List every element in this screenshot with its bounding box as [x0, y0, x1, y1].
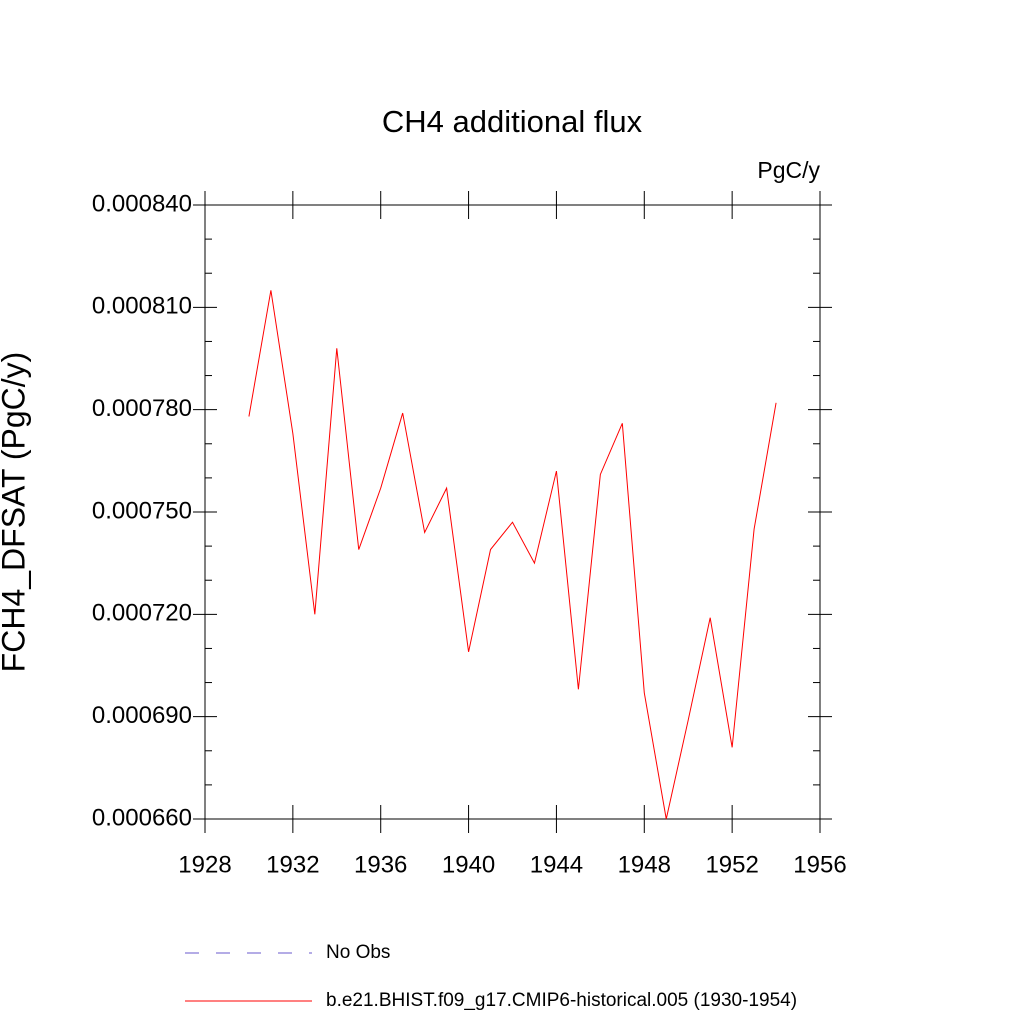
y-tick-label: 0.000660	[92, 804, 192, 831]
chart-title: CH4 additional flux	[382, 104, 643, 139]
x-tick-label: 1952	[705, 851, 758, 878]
y-tick-label: 0.000840	[92, 190, 192, 217]
data-line	[248, 290, 777, 820]
legend-label: b.e21.BHIST.f09_g17.CMIP6-historical.005…	[326, 990, 797, 1011]
x-tick-label: 1948	[618, 851, 671, 878]
units-label: PgC/y	[757, 157, 820, 183]
x-tick-label: 1956	[793, 851, 846, 878]
y-tick-label: 0.000690	[92, 702, 192, 729]
y-axis-label: FCH4_DFSAT (PgC/y)	[0, 352, 31, 673]
y-tick-label: 0.000720	[92, 600, 192, 627]
y-tick-label: 0.000750	[92, 497, 192, 524]
legend-label: No Obs	[326, 942, 390, 963]
x-tick-label: 1944	[530, 851, 583, 878]
x-tick-label: 1936	[354, 851, 407, 878]
y-tick-label: 0.000780	[92, 395, 192, 422]
plot-frame	[204, 204, 821, 820]
x-tick-label: 1940	[442, 851, 495, 878]
y-tick-label: 0.000810	[92, 293, 192, 320]
x-tick-label: 1932	[266, 851, 319, 878]
x-tick-label: 1928	[178, 851, 231, 878]
